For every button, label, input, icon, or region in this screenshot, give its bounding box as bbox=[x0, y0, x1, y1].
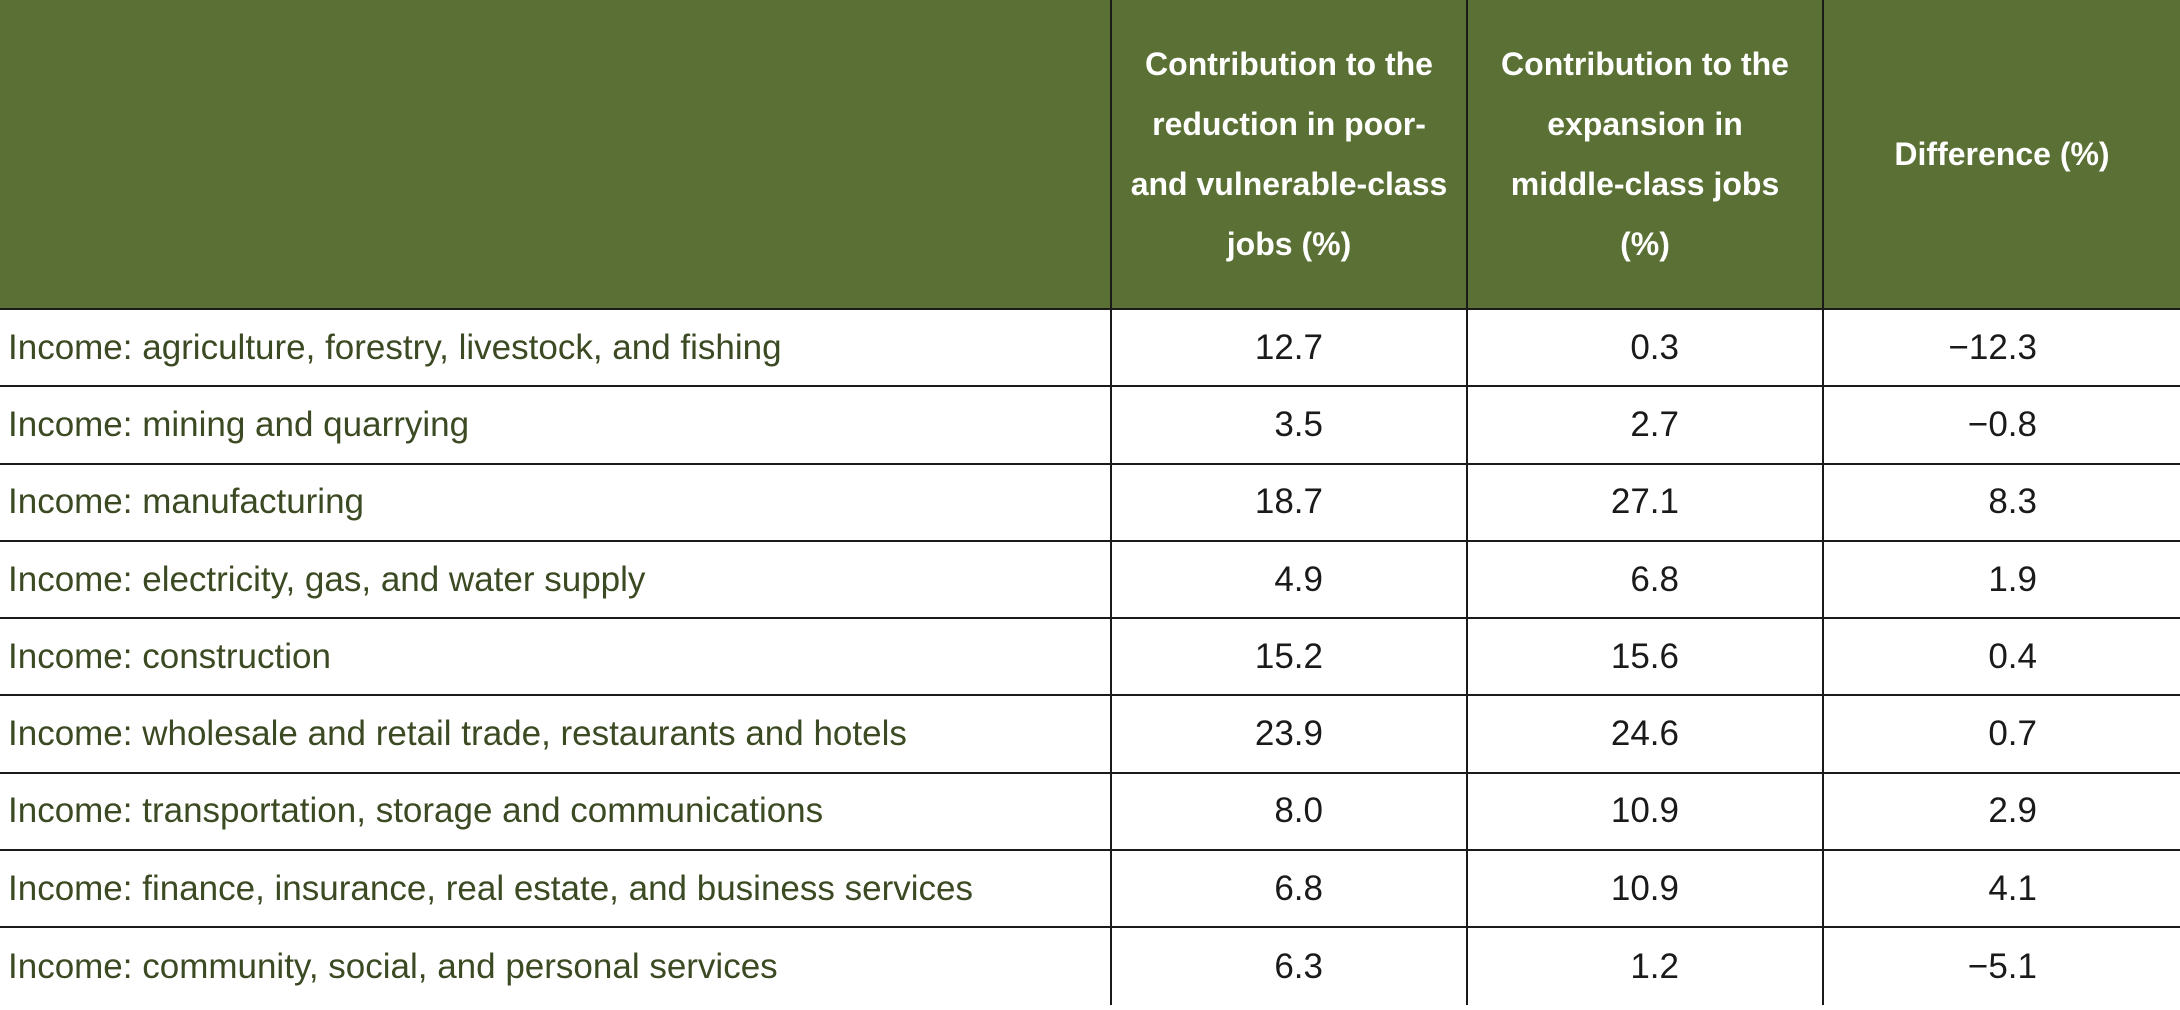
row-label: Income: mining and quarrying bbox=[0, 386, 1112, 465]
table-row: Income: agriculture, forestry, livestock… bbox=[0, 309, 2180, 388]
table-row: Income: electricity, gas, and water supp… bbox=[0, 540, 2180, 620]
row-label: Income: wholesale and retail trade, rest… bbox=[0, 695, 1112, 774]
difference-value: 8.3 bbox=[1823, 463, 2180, 542]
table-row: Income: mining and quarrying 3.5 2.7 −0.… bbox=[0, 386, 2180, 465]
row-label: Income: transportation, storage and comm… bbox=[0, 772, 1112, 852]
header-difference: Difference (%) bbox=[1823, 0, 2180, 310]
row-label: Income: electricity, gas, and water supp… bbox=[0, 540, 1112, 620]
difference-value: 2.9 bbox=[1823, 772, 2180, 852]
expansion-value: 6.8 bbox=[1467, 540, 1824, 620]
row-label: Income: manufacturing bbox=[0, 463, 1112, 542]
table-row: Income: construction 15.2 15.6 0.4 bbox=[0, 618, 2180, 697]
reduction-value: 4.9 bbox=[1111, 540, 1468, 620]
table-row: Income: finance, insurance, real estate,… bbox=[0, 850, 2180, 929]
difference-value: −5.1 bbox=[1967, 946, 2037, 986]
table-row: Income: community, social, and personal … bbox=[0, 927, 2180, 1005]
header-sector bbox=[0, 0, 1112, 310]
difference-value: 1.9 bbox=[1823, 540, 2180, 620]
difference-value: 0.7 bbox=[1823, 695, 2180, 774]
row-label: Income: agriculture, forestry, livestock… bbox=[0, 309, 1112, 388]
expansion-value: 0.3 bbox=[1467, 309, 1824, 388]
expansion-value: 27.1 bbox=[1467, 463, 1824, 542]
table-row: Income: wholesale and retail trade, rest… bbox=[0, 695, 2180, 774]
difference-value: 4.1 bbox=[1823, 850, 2180, 929]
row-label: Income: community, social, and personal … bbox=[0, 927, 1112, 1005]
difference-value: 0.4 bbox=[1823, 618, 2180, 697]
reduction-value: 15.2 bbox=[1111, 618, 1468, 697]
reduction-value: 18.7 bbox=[1111, 463, 1468, 542]
difference-value: −0.8 bbox=[1823, 386, 2180, 465]
reduction-value: 6.3 bbox=[1111, 927, 1468, 1005]
reduction-value: 3.5 bbox=[1111, 386, 1468, 465]
table-header-row: Contribution to the reduction in poor- a… bbox=[0, 0, 2180, 310]
row-label: Income: finance, insurance, real estate,… bbox=[0, 850, 1112, 929]
reduction-value: 23.9 bbox=[1111, 695, 1468, 774]
reduction-value: 12.7 bbox=[1111, 309, 1468, 388]
difference-value: −12.3 bbox=[1823, 309, 2180, 388]
reduction-value: 8.0 bbox=[1111, 772, 1468, 852]
expansion-value: 1.2 bbox=[1467, 927, 1824, 1005]
table-row: Income: manufacturing 18.7 27.1 8.3 bbox=[0, 463, 2180, 542]
expansion-value: 10.9 bbox=[1467, 850, 1824, 929]
header-expansion: Contribution to the expansion in middle-… bbox=[1467, 0, 1824, 310]
expansion-value: 15.6 bbox=[1467, 618, 1824, 697]
table-row: Income: transportation, storage and comm… bbox=[0, 772, 2180, 852]
expansion-value: 10.9 bbox=[1467, 772, 1824, 852]
expansion-value: 2.7 bbox=[1467, 386, 1824, 465]
row-label: Income: construction bbox=[0, 618, 1112, 697]
header-reduction: Contribution to the reduction in poor- a… bbox=[1111, 0, 1468, 310]
reduction-value: 6.8 bbox=[1111, 850, 1468, 929]
expansion-value: 24.6 bbox=[1467, 695, 1824, 774]
